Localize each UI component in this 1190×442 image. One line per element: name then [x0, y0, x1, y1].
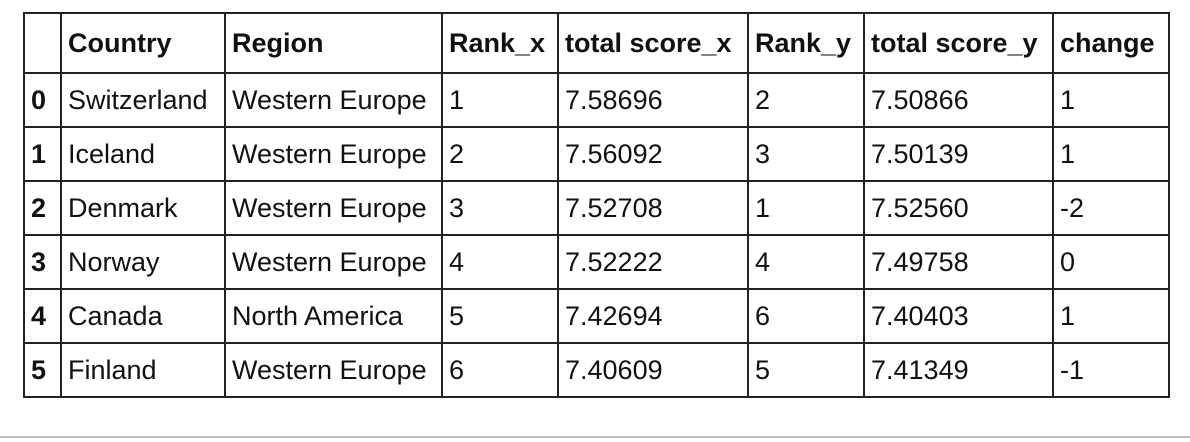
cell-total-score-y: 7.41349 — [863, 342, 1054, 398]
cell-country: Switzerland — [60, 72, 226, 128]
cell-rank-x: 4 — [441, 234, 559, 290]
cell-rank-y: 5 — [747, 342, 865, 398]
table-body: 0 Switzerland Western Europe 1 7.58696 2… — [23, 72, 1170, 398]
cell-total-score-x: 7.42694 — [557, 288, 749, 344]
table-row: 0 Switzerland Western Europe 1 7.58696 2… — [23, 72, 1170, 128]
table-row: 5 Finland Western Europe 6 7.40609 5 7.4… — [23, 342, 1170, 398]
header-row: Country Region Rank_x total score_x Rank… — [23, 12, 1170, 74]
cell-rank-x: 5 — [441, 288, 559, 344]
cell-total-score-x: 7.52708 — [557, 180, 749, 236]
cell-total-score-x: 7.58696 — [557, 72, 749, 128]
cell-total-score-x: 7.40609 — [557, 342, 749, 398]
cell-change: -2 — [1052, 180, 1170, 236]
cell-country: Finland — [60, 342, 226, 398]
cell-region: Western Europe — [224, 342, 443, 398]
row-index: 4 — [23, 288, 62, 344]
cell-rank-x: 1 — [441, 72, 559, 128]
table-row: 1 Iceland Western Europe 2 7.56092 3 7.5… — [23, 126, 1170, 182]
index-header — [23, 12, 62, 74]
row-index: 3 — [23, 234, 62, 290]
cell-total-score-y: 7.50139 — [863, 126, 1054, 182]
cell-region: Western Europe — [224, 126, 443, 182]
column-header-region: Region — [224, 12, 443, 74]
column-header-change: change — [1052, 12, 1170, 74]
column-header-total-score-x: total score_x — [557, 12, 749, 74]
column-header-rank-y: Rank_y — [747, 12, 865, 74]
cell-country: Denmark — [60, 180, 226, 236]
cell-rank-y: 3 — [747, 126, 865, 182]
output-divider — [0, 436, 1190, 438]
cell-total-score-x: 7.52222 — [557, 234, 749, 290]
table-row: 3 Norway Western Europe 4 7.52222 4 7.49… — [23, 234, 1170, 290]
cell-country: Canada — [60, 288, 226, 344]
cell-change: 1 — [1052, 126, 1170, 182]
cell-total-score-x: 7.56092 — [557, 126, 749, 182]
cell-rank-x: 2 — [441, 126, 559, 182]
cell-total-score-y: 7.50866 — [863, 72, 1054, 128]
cell-rank-x: 3 — [441, 180, 559, 236]
cell-country: Iceland — [60, 126, 226, 182]
row-index: 1 — [23, 126, 62, 182]
cell-region: Western Europe — [224, 180, 443, 236]
table-header: Country Region Rank_x total score_x Rank… — [23, 12, 1170, 74]
column-header-rank-x: Rank_x — [441, 12, 559, 74]
cell-total-score-y: 7.52560 — [863, 180, 1054, 236]
cell-region: Western Europe — [224, 72, 443, 128]
dataframe-output: Country Region Rank_x total score_x Rank… — [23, 12, 1170, 398]
cell-rank-x: 6 — [441, 342, 559, 398]
cell-rank-y: 6 — [747, 288, 865, 344]
row-index: 5 — [23, 342, 62, 398]
column-header-total-score-y: total score_y — [863, 12, 1054, 74]
column-header-country: Country — [60, 12, 226, 74]
cell-rank-y: 4 — [747, 234, 865, 290]
cell-region: North America — [224, 288, 443, 344]
row-index: 2 — [23, 180, 62, 236]
cell-change: -1 — [1052, 342, 1170, 398]
cell-change: 1 — [1052, 288, 1170, 344]
cell-region: Western Europe — [224, 234, 443, 290]
cell-change: 1 — [1052, 72, 1170, 128]
cell-change: 0 — [1052, 234, 1170, 290]
table-row: 4 Canada North America 5 7.42694 6 7.404… — [23, 288, 1170, 344]
table-row: 2 Denmark Western Europe 3 7.52708 1 7.5… — [23, 180, 1170, 236]
cell-total-score-y: 7.40403 — [863, 288, 1054, 344]
cell-total-score-y: 7.49758 — [863, 234, 1054, 290]
row-index: 0 — [23, 72, 62, 128]
cell-country: Norway — [60, 234, 226, 290]
cell-rank-y: 1 — [747, 180, 865, 236]
dataframe-table: Country Region Rank_x total score_x Rank… — [23, 12, 1170, 398]
cell-rank-y: 2 — [747, 72, 865, 128]
